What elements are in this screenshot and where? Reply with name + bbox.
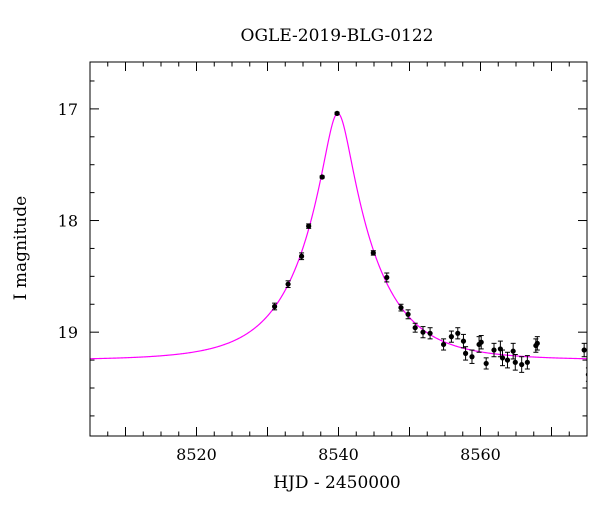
data-point (504, 351, 511, 369)
data-marker (306, 223, 312, 229)
data-point (519, 356, 525, 373)
data-marker (519, 361, 525, 368)
data-point (534, 336, 540, 351)
data-marker (405, 311, 411, 317)
data-marker (524, 359, 530, 365)
data-marker (440, 341, 447, 348)
data-point (370, 250, 376, 256)
x-tick-label: 8540 (318, 445, 359, 464)
data-marker (285, 281, 291, 287)
data-point (448, 330, 454, 343)
chart-title: OGLE-2019-BLG-0122 (241, 26, 434, 46)
data-marker (462, 350, 469, 356)
data-point (460, 333, 467, 349)
data-marker (319, 174, 325, 180)
x-axis-label: HJD - 2450000 (273, 473, 401, 493)
data-marker (491, 347, 497, 353)
y-tick-label: 19 (58, 323, 78, 342)
ticks-layer: 8520 8540 8560 17 18 19 (58, 62, 588, 464)
points-layer (272, 110, 587, 382)
data-point (524, 355, 530, 370)
plot-area (90, 110, 587, 382)
data-point (398, 303, 404, 312)
y-tick-label: 17 (58, 100, 78, 119)
data-marker (499, 355, 506, 361)
y-tick-label: 18 (58, 212, 78, 231)
data-marker (512, 359, 518, 365)
data-marker (478, 339, 484, 345)
data-point (483, 357, 489, 370)
data-point (462, 346, 469, 361)
data-point (491, 342, 497, 358)
data-marker (455, 330, 461, 336)
data-marker (483, 360, 489, 367)
data-point (581, 342, 587, 358)
data-marker (370, 250, 376, 256)
data-point (469, 349, 475, 364)
data-point (298, 252, 305, 261)
data-marker (298, 253, 305, 259)
y-axis-label: I magnitude (11, 196, 31, 300)
data-point (306, 223, 312, 229)
data-point (334, 110, 340, 116)
data-point (285, 280, 291, 289)
data-marker (469, 354, 475, 360)
data-marker (510, 348, 516, 354)
data-point (440, 338, 447, 351)
x-tick-label: 8560 (460, 445, 501, 464)
data-point (420, 326, 426, 339)
data-marker (534, 340, 540, 346)
data-point (478, 335, 484, 350)
data-marker (398, 305, 404, 311)
data-point (510, 342, 516, 360)
data-point (499, 349, 506, 367)
data-point (512, 354, 518, 371)
data-marker (420, 329, 426, 335)
model-layer (90, 112, 587, 360)
data-point (319, 174, 325, 180)
data-marker (384, 274, 390, 281)
data-point (405, 309, 411, 320)
data-marker (272, 303, 278, 310)
data-marker (581, 347, 587, 353)
data-point (427, 327, 433, 340)
data-marker (427, 330, 433, 336)
data-point (272, 302, 278, 311)
model-curve (90, 112, 587, 360)
data-marker (412, 325, 418, 331)
data-point (384, 272, 390, 283)
data-marker (460, 338, 467, 344)
data-marker (334, 110, 340, 116)
data-marker (448, 334, 454, 340)
data-point (455, 327, 461, 340)
plot-frame (89, 61, 588, 437)
data-point (412, 322, 418, 333)
x-tick-label: 8520 (176, 445, 217, 464)
data-marker (504, 357, 511, 363)
